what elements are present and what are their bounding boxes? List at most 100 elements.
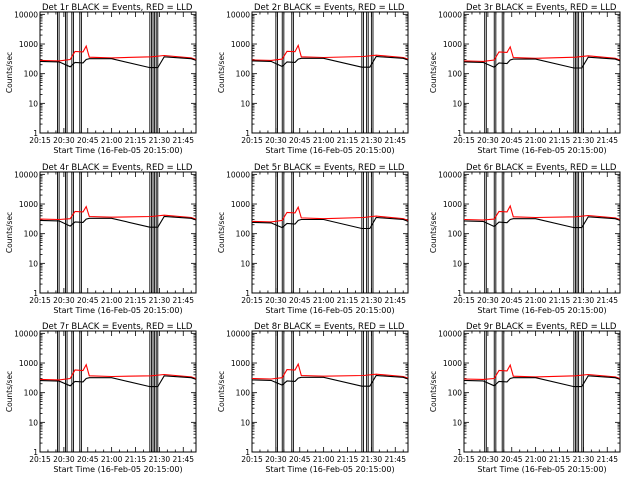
x-tick-label: 21:00 xyxy=(101,455,123,464)
x-tick-label: 21:00 xyxy=(525,296,547,305)
y-axis-label: Counts/sec xyxy=(5,212,14,253)
y-tick-label: 1 xyxy=(245,289,250,298)
x-axis-label: Start Time (16-Feb-05 20:15:00) xyxy=(477,146,606,155)
x-tick-label: 20:15 xyxy=(453,296,475,305)
chart-title: Det 2r BLACK = Events, RED = LLD xyxy=(254,3,405,13)
events-series-line xyxy=(251,374,409,387)
x-axis-label: Start Time (16-Feb-05 20:15:00) xyxy=(265,465,394,474)
chart-panel: Det 5r BLACK = Events, RED = LLD 1 10 100 10… xyxy=(217,163,409,315)
chart-panel: Det 9r BLACK = Events, RED = LLD 1 10 100 10… xyxy=(429,322,621,474)
x-tick-label: 21:15 xyxy=(337,296,359,305)
y-axis-label: Counts/sec xyxy=(429,371,438,412)
x-tick-label: 20:15 xyxy=(29,455,51,464)
lld-series-line xyxy=(251,362,409,380)
y-tick-label: 10000 xyxy=(438,170,462,179)
x-tick-label: 21:30 xyxy=(361,296,383,305)
x-tick-label: 21:30 xyxy=(149,455,171,464)
x-tick-label: 21:30 xyxy=(149,136,171,145)
plot-frame xyxy=(251,171,409,294)
y-tick-label: 1 xyxy=(457,448,462,457)
y-axis-label: Counts/sec xyxy=(217,371,226,412)
events-series-line xyxy=(39,375,197,388)
chart-title: Det 6r BLACK = Events, RED = LLD xyxy=(466,163,617,173)
y-tick-label: 1 xyxy=(33,448,38,457)
y-tick-label: 100 xyxy=(448,389,463,398)
x-tick-label: 20:45 xyxy=(289,136,311,145)
y-tick-label: 10 xyxy=(28,259,38,268)
plot-frame xyxy=(463,171,621,294)
plot-frame xyxy=(463,330,621,453)
x-tick-label: 21:15 xyxy=(549,136,571,145)
y-tick-label: 100 xyxy=(24,389,39,398)
y-tick-label: 1000 xyxy=(231,200,250,209)
events-series-line xyxy=(39,56,197,69)
x-tick-label: 20:15 xyxy=(29,296,51,305)
x-tick-label: 21:45 xyxy=(172,136,194,145)
lld-series-line xyxy=(463,204,621,221)
chart-title: Det 1r BLACK = Events, RED = LLD xyxy=(42,3,193,13)
y-tick-label: 10 xyxy=(28,99,38,108)
x-tick-label: 21:00 xyxy=(313,136,335,145)
y-axis-label: Counts/sec xyxy=(5,52,14,93)
x-tick-label: 21:45 xyxy=(596,136,618,145)
plot-frame xyxy=(39,330,197,453)
y-tick-label: 100 xyxy=(24,70,39,79)
events-series-line xyxy=(463,216,621,229)
y-tick-label: 1000 xyxy=(231,40,250,49)
x-tick-label: 20:30 xyxy=(477,136,499,145)
x-tick-label: 21:45 xyxy=(384,455,406,464)
x-tick-label: 20:15 xyxy=(241,296,263,305)
y-axis-label: Counts/sec xyxy=(217,52,226,93)
x-axis-label: Start Time (16-Feb-05 20:15:00) xyxy=(265,306,394,315)
chart-panel: Det 3r BLACK = Events, RED = LLD 1 10 100 10… xyxy=(429,3,621,155)
x-tick-label: 20:45 xyxy=(77,296,99,305)
events-series-line xyxy=(251,55,409,68)
plot-frame xyxy=(251,11,409,134)
x-tick-label: 20:15 xyxy=(241,136,263,145)
y-tick-label: 1 xyxy=(33,129,38,138)
chart-panel: Det 2r BLACK = Events, RED = LLD 1 10 100 10… xyxy=(217,3,409,155)
plot-frame xyxy=(39,11,197,134)
x-tick-label: 21:15 xyxy=(549,455,571,464)
x-tick-label: 21:30 xyxy=(149,296,171,305)
y-tick-label: 10 xyxy=(240,99,250,108)
events-series-line xyxy=(463,375,621,388)
y-tick-label: 1 xyxy=(245,129,250,138)
x-tick-label: 21:00 xyxy=(101,136,123,145)
y-tick-label: 1000 xyxy=(443,200,462,209)
y-tick-label: 100 xyxy=(448,230,463,239)
y-tick-label: 10000 xyxy=(226,329,250,338)
lld-series-line xyxy=(463,363,621,380)
y-tick-label: 10000 xyxy=(14,10,38,19)
y-tick-label: 1000 xyxy=(443,40,462,49)
y-tick-label: 1000 xyxy=(19,359,38,368)
y-tick-label: 1000 xyxy=(19,200,38,209)
y-tick-label: 10 xyxy=(452,418,462,427)
events-series-line xyxy=(39,215,197,228)
x-axis-label: Start Time (16-Feb-05 20:15:00) xyxy=(477,465,606,474)
x-tick-label: 20:45 xyxy=(77,455,99,464)
chart-title: Det 4r BLACK = Events, RED = LLD xyxy=(42,163,193,173)
lld-series-line xyxy=(39,205,197,221)
y-axis-label: Counts/sec xyxy=(429,212,438,253)
lld-series-line xyxy=(251,205,409,223)
chart-panel: Det 7r BLACK = Events, RED = LLD 1 10 100 10… xyxy=(5,322,197,474)
y-tick-label: 1000 xyxy=(443,359,462,368)
x-tick-label: 20:45 xyxy=(77,136,99,145)
chart-panel: Det 4r BLACK = Events, RED = LLD 1 10 100 10… xyxy=(5,163,197,315)
x-tick-label: 21:45 xyxy=(384,136,406,145)
x-tick-label: 20:45 xyxy=(289,296,311,305)
x-tick-label: 21:45 xyxy=(596,455,618,464)
y-tick-label: 10000 xyxy=(226,170,250,179)
y-tick-label: 10000 xyxy=(14,170,38,179)
lld-series-line xyxy=(39,44,197,62)
x-tick-label: 21:00 xyxy=(313,296,335,305)
x-tick-label: 21:00 xyxy=(525,455,547,464)
x-tick-label: 20:30 xyxy=(53,296,75,305)
x-tick-label: 21:45 xyxy=(172,296,194,305)
y-tick-label: 1 xyxy=(33,289,38,298)
y-tick-label: 1 xyxy=(457,289,462,298)
x-tick-label: 21:30 xyxy=(573,136,595,145)
x-tick-label: 20:45 xyxy=(501,455,523,464)
